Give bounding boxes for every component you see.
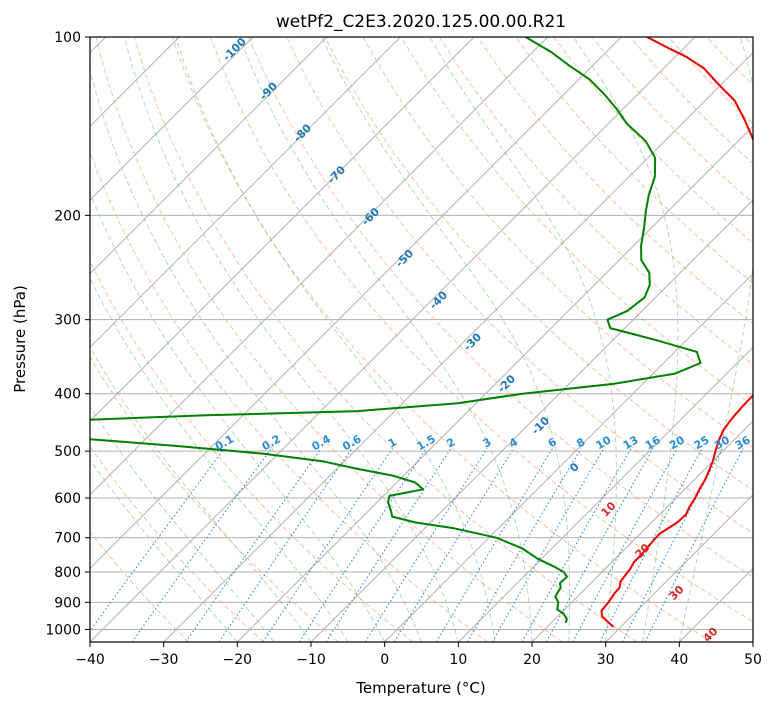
isotherm-gridline bbox=[90, 37, 328, 275]
isotherm-gridline bbox=[90, 37, 622, 570]
y-tick-label: 400 bbox=[54, 387, 81, 403]
dry-adiabat-line bbox=[324, 37, 753, 491]
profile-dewpoint-line bbox=[90, 438, 568, 624]
x-axis-label: Temperature (°C) bbox=[355, 679, 485, 697]
mixing-ratio-line bbox=[644, 448, 744, 642]
y-tick-label: 200 bbox=[54, 208, 81, 224]
y-axis-label: Pressure (hPa) bbox=[11, 285, 29, 393]
y-tick-label: 100 bbox=[54, 30, 81, 46]
x-tick-label: 0 bbox=[380, 652, 389, 668]
x-tick-label: −10 bbox=[296, 652, 326, 668]
profile-dewpoint-upper-line bbox=[90, 37, 702, 421]
y-tick-label: 800 bbox=[54, 565, 81, 581]
y-tick-label: 600 bbox=[54, 491, 81, 507]
mixing-ratio-line bbox=[90, 448, 225, 632]
y-tick-label: 1000 bbox=[45, 622, 81, 638]
dry-adiabat-line bbox=[286, 37, 753, 534]
mixing-ratio-line bbox=[262, 448, 393, 642]
y-tick-label: 700 bbox=[54, 531, 81, 547]
dry-adiabat-line bbox=[171, 37, 712, 642]
mixing-ratio-line bbox=[599, 448, 703, 642]
moist-adiabat-line bbox=[573, 37, 679, 642]
isotherm-gridline bbox=[90, 37, 475, 422]
isotherm-gridline bbox=[457, 346, 753, 642]
moist-adiabat-line bbox=[123, 37, 459, 642]
mixing-ratio-line bbox=[185, 448, 322, 642]
dry-adiabat-line bbox=[400, 37, 753, 407]
isotherm-gridline bbox=[90, 37, 549, 496]
x-tick-label: 50 bbox=[744, 652, 762, 668]
x-tick-label: 40 bbox=[670, 652, 688, 668]
x-tick-label: 20 bbox=[523, 652, 541, 668]
plot-frame bbox=[89, 36, 754, 643]
x-tick-label: −40 bbox=[75, 652, 105, 668]
mixing-ratio-line bbox=[131, 448, 272, 642]
mixing-ratio-line bbox=[467, 448, 582, 642]
mixing-ratio-line bbox=[325, 448, 452, 642]
mixing-ratio-line bbox=[621, 448, 723, 642]
x-tick-label: 10 bbox=[449, 652, 467, 668]
y-tick-label: 500 bbox=[54, 444, 81, 460]
mixing-ratio-line bbox=[364, 448, 488, 642]
dry-adiabat-line bbox=[90, 531, 190, 642]
isotherm-gridline bbox=[605, 493, 753, 642]
isotherm-gridline bbox=[90, 37, 254, 201]
moist-adiabat-line bbox=[90, 346, 312, 642]
chart-title: wetPf2_C2E3.2020.125.00.00.R21 bbox=[276, 12, 566, 32]
mixing-ratio-line bbox=[393, 448, 515, 642]
x-tick-label: −20 bbox=[223, 652, 253, 668]
dry-adiabat-line bbox=[477, 37, 753, 325]
mixing-ratio-line bbox=[491, 448, 605, 642]
x-tick-label: −30 bbox=[149, 652, 179, 668]
profile-temperature-line bbox=[600, 37, 753, 628]
moist-adiabat-line bbox=[90, 277, 349, 642]
moist-adiabat-line bbox=[239, 37, 533, 642]
dry-adiabat-line bbox=[248, 37, 753, 578]
isotherm-gridline bbox=[384, 272, 753, 642]
moist-adiabat-line bbox=[175, 37, 496, 642]
x-tick-label: 30 bbox=[597, 652, 615, 668]
isotherm-gridline bbox=[90, 37, 401, 349]
isotherm-gridline bbox=[531, 420, 753, 642]
moist-adiabat-line bbox=[321, 37, 571, 642]
isotherm-gridline bbox=[236, 125, 753, 642]
dry-adiabat-line bbox=[133, 37, 638, 642]
moist-adiabat-line bbox=[90, 458, 238, 642]
y-tick-label: 900 bbox=[54, 595, 81, 611]
mixing-ratio-line bbox=[572, 448, 678, 642]
mixing-ratio-line bbox=[218, 448, 353, 642]
y-tick-label: 300 bbox=[54, 313, 81, 329]
mixing-ratio-line bbox=[298, 448, 427, 642]
isotherm-gridline bbox=[163, 51, 753, 642]
dry-adiabat-line bbox=[90, 259, 414, 642]
moist-adiabat-line bbox=[90, 191, 386, 642]
moist-adiabat-line bbox=[678, 37, 753, 642]
moist-adiabat-line bbox=[90, 405, 275, 642]
dry-adiabat-line bbox=[515, 37, 753, 284]
